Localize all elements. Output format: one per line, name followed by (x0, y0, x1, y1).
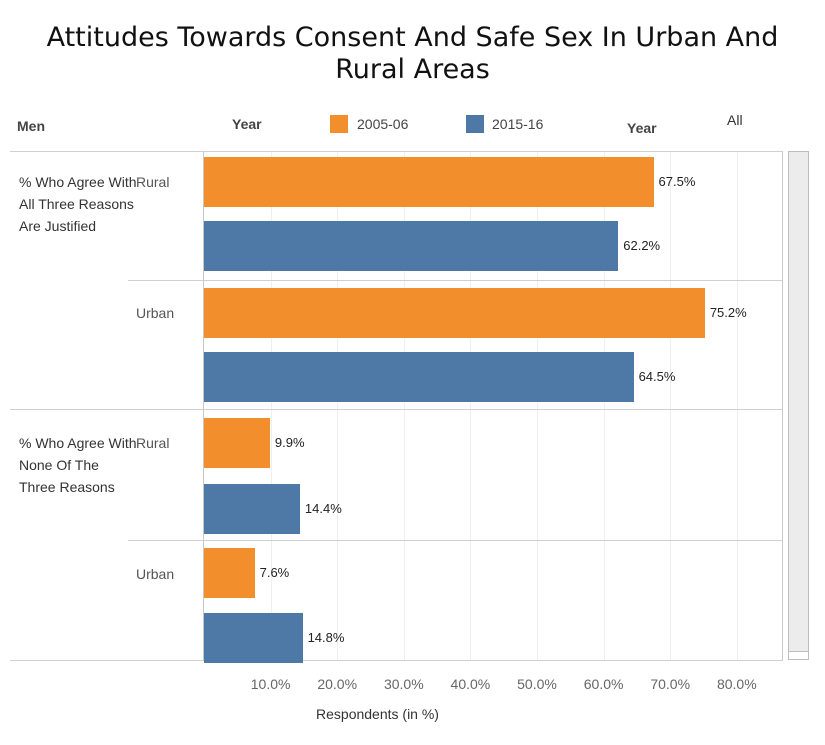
x-tick-label: 80.0% (716, 676, 757, 692)
bar-value-label: 7.6% (259, 565, 290, 580)
sub-divider (128, 280, 782, 281)
gridline (470, 152, 472, 660)
gridline (270, 152, 272, 660)
bar-2015-16[interactable] (204, 221, 619, 271)
bar-value-label: 67.5% (658, 174, 696, 189)
bar-2005-06[interactable] (204, 548, 255, 598)
row-label-urban: Urban (136, 566, 175, 582)
group-divider (10, 409, 782, 410)
bar-value-label: 62.2% (623, 238, 661, 253)
gridline (736, 152, 738, 660)
x-tick-label: 60.0% (583, 676, 624, 692)
gridline (670, 152, 672, 660)
bar-value-label: 9.9% (274, 435, 305, 450)
x-tick-label: 30.0% (383, 676, 424, 692)
chart-title: Attitudes Towards Consent And Safe Sex I… (0, 22, 825, 86)
bar-2005-06[interactable] (204, 288, 705, 338)
bar-2015-16[interactable] (204, 352, 634, 402)
row-label-rural: Rural (136, 174, 170, 190)
vertical-scrollbar[interactable] (788, 151, 809, 658)
bottom-divider (10, 660, 782, 661)
top-divider (10, 151, 782, 152)
x-tick-label: 40.0% (450, 676, 491, 692)
men-header: Men (17, 118, 45, 134)
bar-value-label: 64.5% (638, 369, 676, 384)
scrollbar-bottom-arrow[interactable] (788, 651, 809, 660)
legend-swatch-2005-06[interactable] (330, 115, 348, 133)
gridline (403, 152, 405, 660)
right-edge-line (782, 151, 783, 661)
chart-title-line-2: Rural Areas (335, 54, 490, 85)
x-tick-label: 70.0% (650, 676, 691, 692)
gridline (337, 152, 339, 660)
legend-label-2015-16[interactable]: 2015-16 (492, 116, 544, 132)
group-label: % Who Agree With All Three Reasons Are J… (19, 174, 137, 234)
row-label-rural: Rural (136, 435, 170, 451)
year-header-left: Year (232, 116, 262, 132)
bar-2015-16[interactable] (204, 613, 303, 663)
bar-2005-06[interactable] (204, 157, 654, 207)
gridline (537, 152, 538, 660)
x-tick-label: 20.0% (317, 676, 358, 692)
bar-2015-16[interactable] (204, 484, 300, 534)
x-axis-title: Respondents (in %) (316, 706, 439, 722)
chart-title-line-1: Attitudes Towards Consent And Safe Sex I… (46, 22, 779, 53)
bar-value-label: 14.4% (304, 501, 342, 516)
group-label: % Who Agree With None Of The Three Reaso… (19, 435, 137, 495)
bar-2005-06[interactable] (204, 418, 270, 468)
bar-value-label: 75.2% (709, 305, 747, 320)
sub-divider (128, 540, 782, 541)
row-label-urban: Urban (136, 305, 175, 321)
x-tick-label: 50.0% (517, 676, 557, 692)
legend-swatch-2015-16[interactable] (466, 115, 484, 133)
bar-value-label: 14.8% (307, 630, 345, 645)
all-filter[interactable]: All (727, 112, 743, 128)
gridline (603, 152, 605, 660)
legend-label-2005-06[interactable]: 2005-06 (357, 116, 409, 132)
x-tick-label: 10.0% (250, 676, 291, 692)
year-header-right: Year (627, 120, 657, 136)
y-axis-line (203, 151, 204, 661)
